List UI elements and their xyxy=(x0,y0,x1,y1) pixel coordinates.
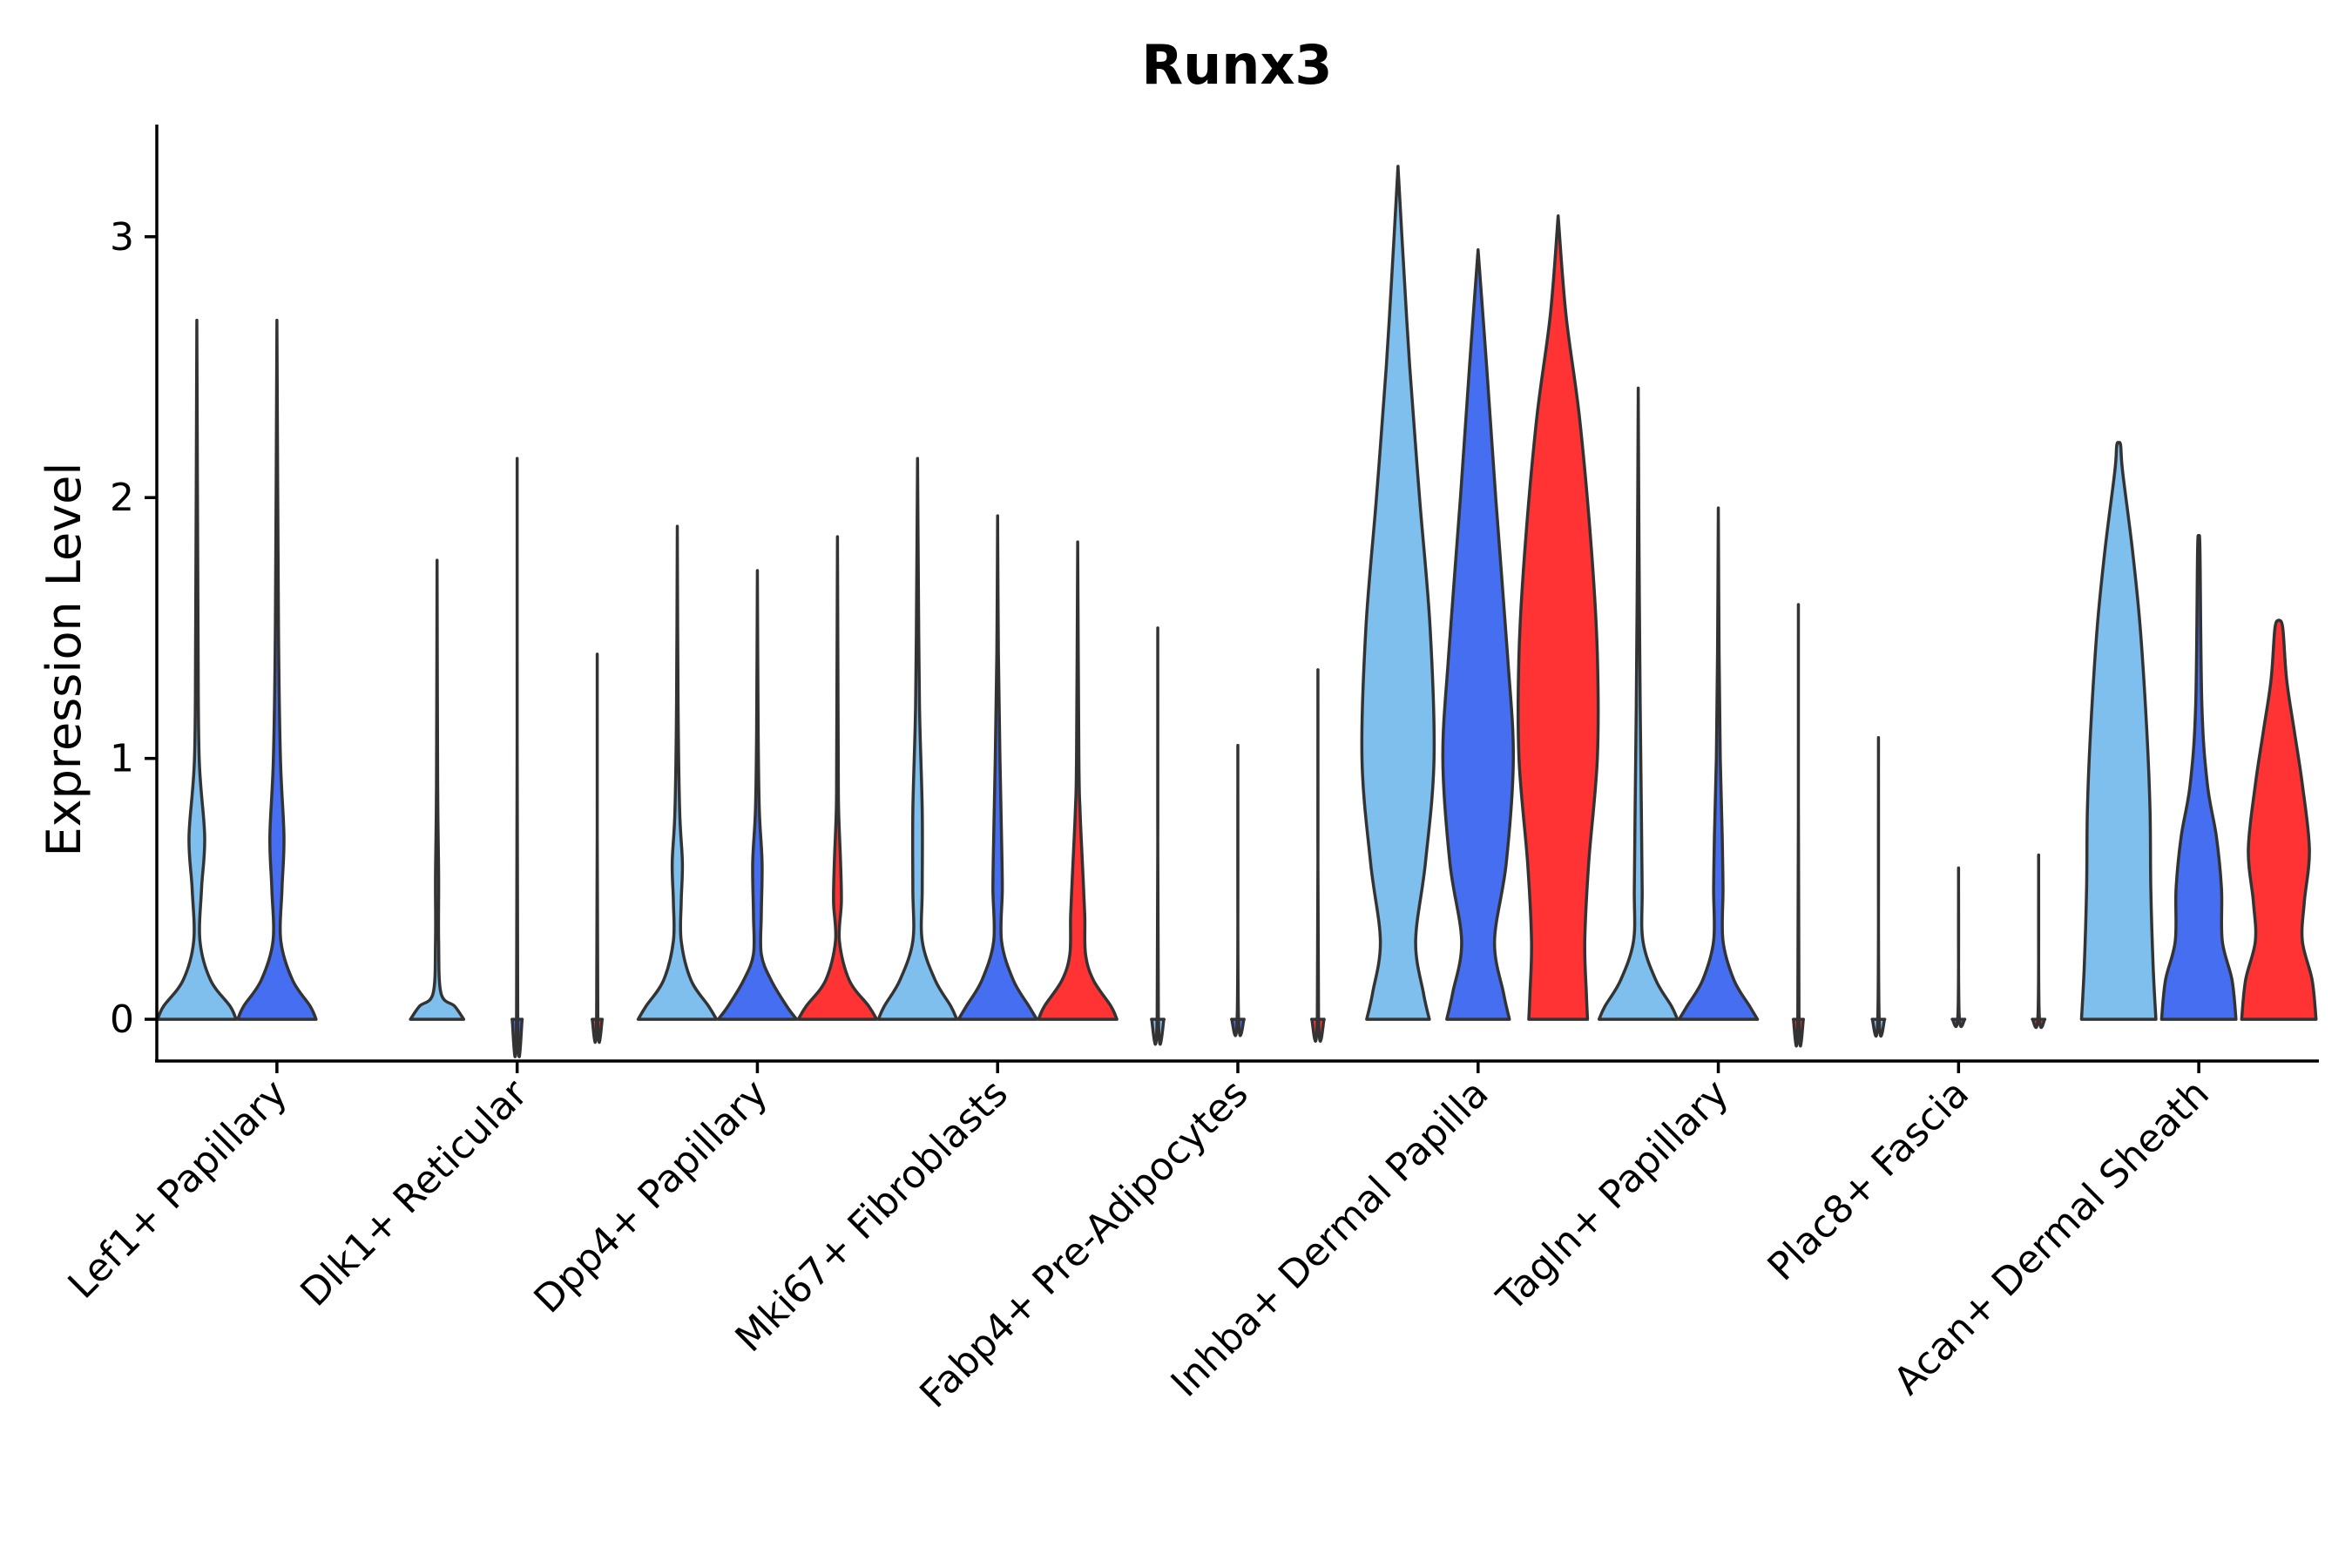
x-tick-label: Mki67+ Fibroblasts xyxy=(727,1071,1017,1361)
y-axis-label: Expression Level xyxy=(37,463,91,857)
violin-inhba-dermal-papilla-group-0 xyxy=(1360,165,1436,1021)
violin-fabp4-pre-adipocytes-group-2 xyxy=(1309,668,1326,1043)
violin-dlk1-reticular-group-1 xyxy=(510,456,524,1058)
violin-plac8-fascia-group-2 xyxy=(2031,853,2047,1030)
violin-dpp4-papillary-group-0 xyxy=(636,524,719,1021)
x-tick-label: Dlk1+ Reticular xyxy=(293,1071,537,1315)
violin-plac8-fascia-group-1 xyxy=(1950,866,1967,1029)
violin-mki67-fibroblasts-group-2 xyxy=(1037,540,1119,1021)
violin-tagln-papillary-group-1 xyxy=(1677,506,1760,1021)
violin-layer xyxy=(156,165,2318,1058)
violin-dlk1-reticular-group-0 xyxy=(409,558,466,1021)
violin-lef1-papillary-group-1 xyxy=(236,318,318,1021)
violin-inhba-dermal-papilla-group-1 xyxy=(1441,247,1515,1021)
chart-title: Runx3 xyxy=(1141,33,1332,97)
violin-acan-dermal-sheath-group-1 xyxy=(2159,534,2238,1021)
x-tick-label: Dpp4+ Papillary xyxy=(526,1071,777,1322)
violin-lef1-papillary-group-0 xyxy=(156,318,238,1021)
violin-inhba-dermal-papilla-group-2 xyxy=(1516,214,1600,1021)
x-tick-label: Tagln+ Papillary xyxy=(1488,1071,1737,1321)
violin-dpp4-papillary-group-1 xyxy=(716,569,799,1021)
violin-tagln-papillary-group-0 xyxy=(1597,386,1680,1021)
violin-acan-dermal-sheath-group-2 xyxy=(2240,618,2318,1021)
y-tick-label: 2 xyxy=(110,476,134,520)
y-tick-label: 3 xyxy=(110,215,134,260)
y-tick-group: 0 1 2 3 xyxy=(110,215,157,1042)
violin-dlk1-reticular-group-2 xyxy=(591,652,605,1044)
x-tick-label: Lef1+ Papillary xyxy=(60,1071,296,1308)
violin-dpp4-papillary-group-2 xyxy=(796,535,879,1021)
x-tick-label: Plac8+ Fascia xyxy=(1760,1071,1978,1290)
violin-fabp4-pre-adipocytes-group-1 xyxy=(1230,743,1246,1037)
violin-tagln-papillary-group-2 xyxy=(1791,603,1806,1048)
violin-plac8-fascia-group-0 xyxy=(1870,735,1887,1038)
y-tick-label: 0 xyxy=(110,997,134,1042)
violin-fabp4-pre-adipocytes-group-0 xyxy=(1150,626,1166,1046)
violin-acan-dermal-sheath-group-0 xyxy=(2079,441,2158,1021)
violin-mki67-fibroblasts-group-0 xyxy=(876,456,959,1021)
violin-mki67-fibroblasts-group-1 xyxy=(956,514,1038,1021)
y-tick-label: 1 xyxy=(110,737,134,781)
